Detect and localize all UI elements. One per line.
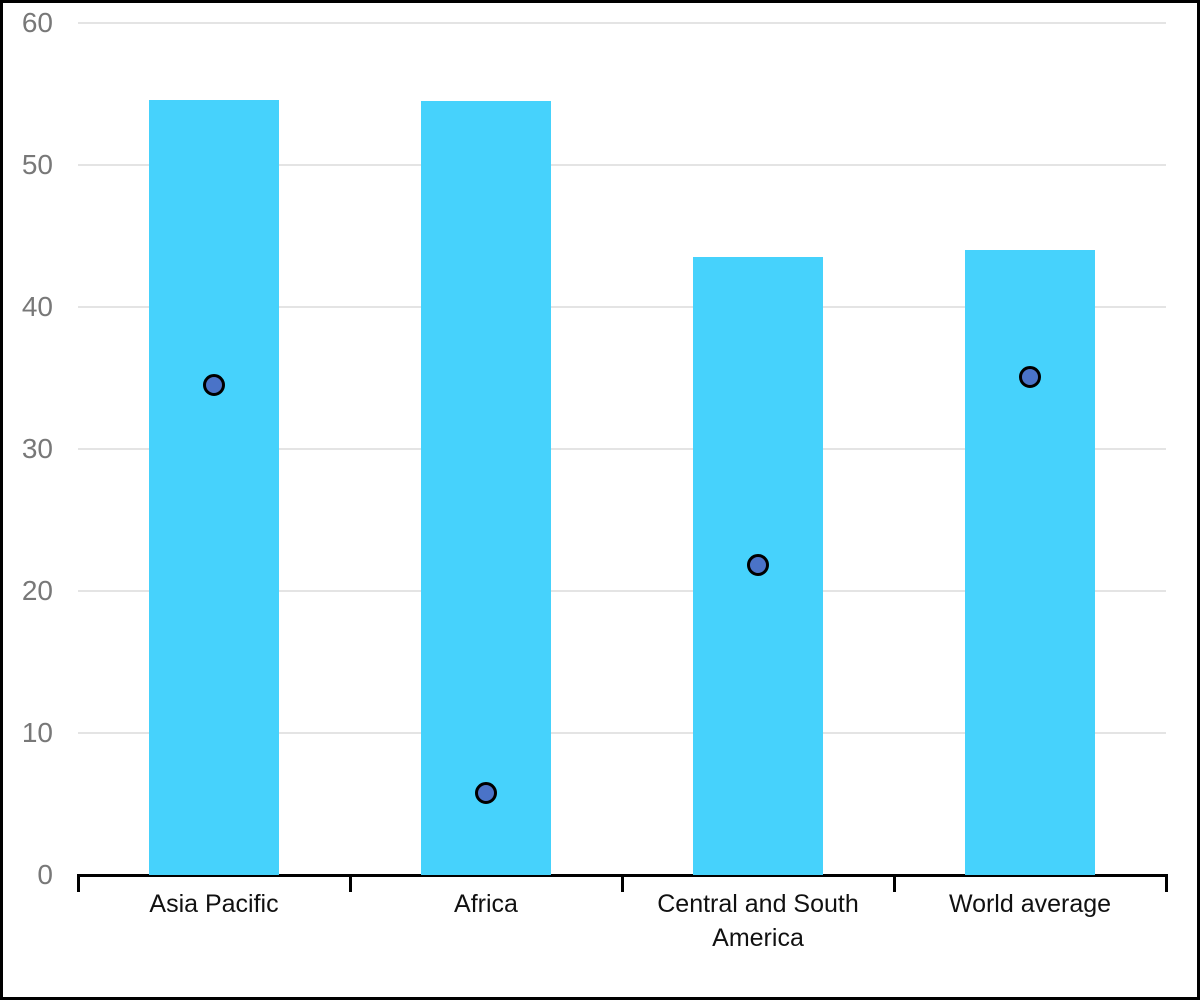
- y-axis-tick-label: 20: [21, 575, 53, 606]
- category-label: World average: [948, 890, 1112, 918]
- y-axis-tick-label: 50: [21, 149, 53, 180]
- gridline: [78, 590, 1166, 592]
- bar: [421, 101, 551, 875]
- x-axis-tick: [76, 874, 80, 892]
- y-axis-tick-label: 30: [21, 433, 53, 464]
- plot-area: 0 10 20 30 40 50 60 Asia Pacific Africa Central a…: [3, 3, 1197, 997]
- category-label: Central and South America: [657, 890, 859, 952]
- scatter-marker: [203, 374, 225, 397]
- y-axis-tick-label: 0: [37, 859, 53, 890]
- gridline: [78, 22, 1166, 24]
- gridline: [78, 164, 1166, 166]
- x-axis-tick: [348, 874, 352, 892]
- y-axis-tick-label: 60: [21, 7, 53, 38]
- y-axis-tick-label: 40: [21, 291, 53, 322]
- y-axis-tick-label: 10: [21, 717, 53, 748]
- bar: [149, 99, 279, 875]
- bar: [965, 250, 1095, 875]
- scatter-marker: [1019, 365, 1041, 388]
- x-axis-tick: [620, 874, 624, 892]
- x-axis-tick: [892, 874, 896, 892]
- scatter-marker: [747, 554, 769, 577]
- scatter-marker: [475, 781, 497, 804]
- gridline: [78, 732, 1166, 734]
- category-label: Africa: [454, 890, 518, 918]
- gridline: [78, 448, 1166, 450]
- x-axis-tick: [1164, 874, 1168, 892]
- gridline: [78, 306, 1166, 308]
- category-label: Asia Pacific: [149, 890, 279, 918]
